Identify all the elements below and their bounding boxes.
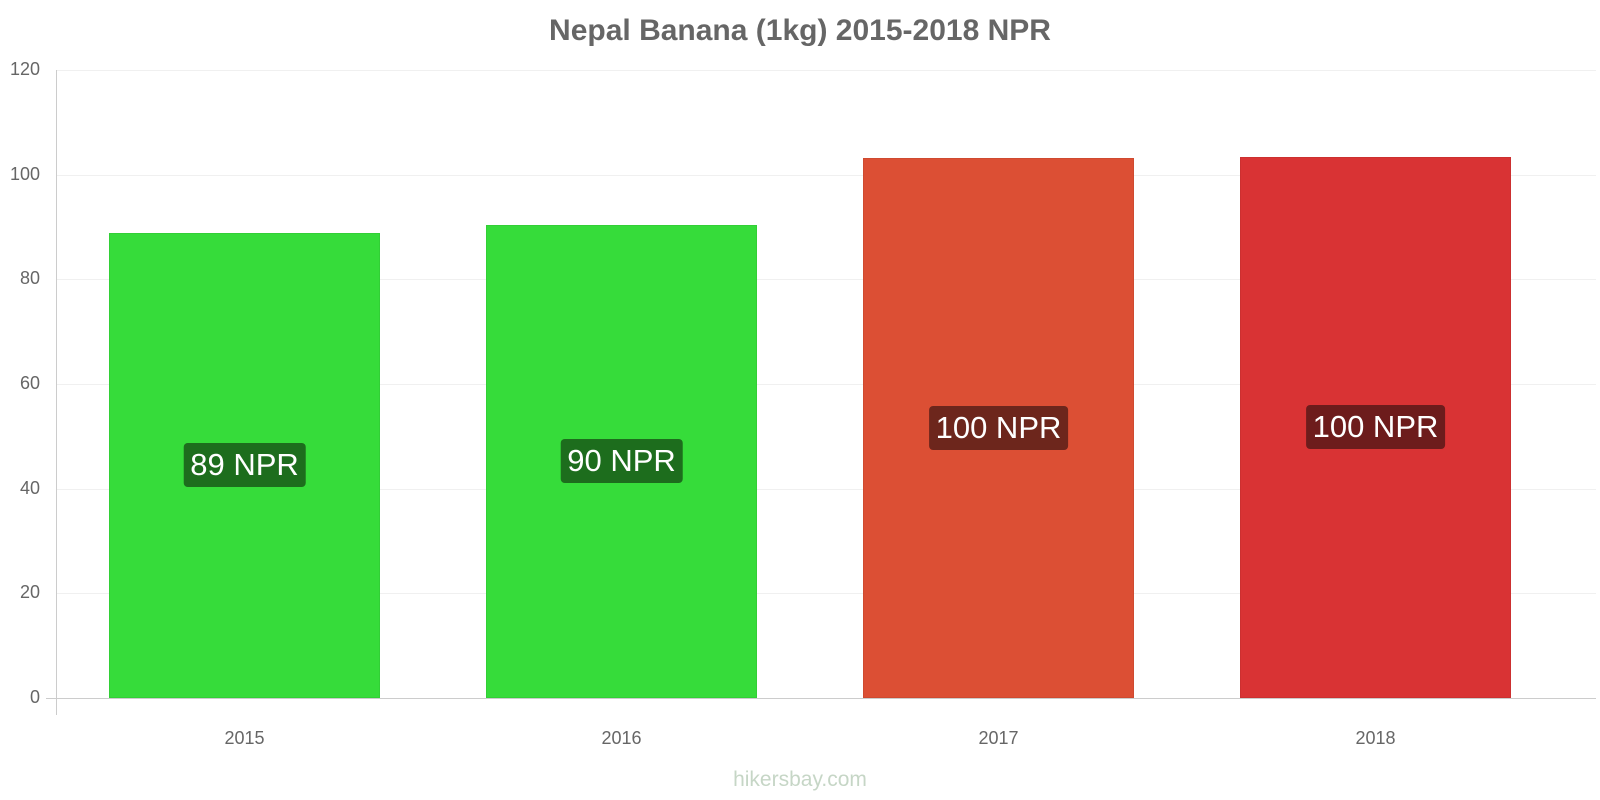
- gridline: [56, 279, 1596, 281]
- data-label: 90 NPR: [560, 439, 683, 484]
- gridline: [56, 174, 1596, 176]
- y-tick-label: 0: [29, 687, 40, 707]
- y-tick-label: 40: [19, 477, 40, 498]
- y-tick-label: 100: [9, 163, 40, 184]
- gridline: [56, 488, 1596, 490]
- y-tick-label: 60: [19, 373, 40, 393]
- data-label: 100 NPR: [1305, 405, 1446, 450]
- data-label: 100 NPR: [928, 405, 1069, 450]
- y-tick-label: 20: [19, 582, 40, 603]
- y-tick-label: 80: [19, 268, 40, 289]
- y-axis-line: [56, 70, 57, 715]
- y-tick-label: 120: [9, 59, 40, 79]
- data-label: 89 NPR: [183, 443, 306, 488]
- gridline: [56, 70, 1596, 71]
- x-tick-label: 2017: [978, 728, 1019, 748]
- x-tick-label: 2016: [601, 728, 642, 748]
- chart-title: Nepal Banana (1kg) 2015-2018 NPR: [549, 14, 1051, 47]
- gridline: [56, 384, 1596, 385]
- x-tick-label: 2015: [224, 728, 265, 748]
- gridline: [56, 593, 1596, 595]
- x-axis-line: [46, 698, 1596, 699]
- watermark: hikersbay.com: [733, 768, 867, 791]
- x-tick-label: 2018: [1355, 728, 1396, 748]
